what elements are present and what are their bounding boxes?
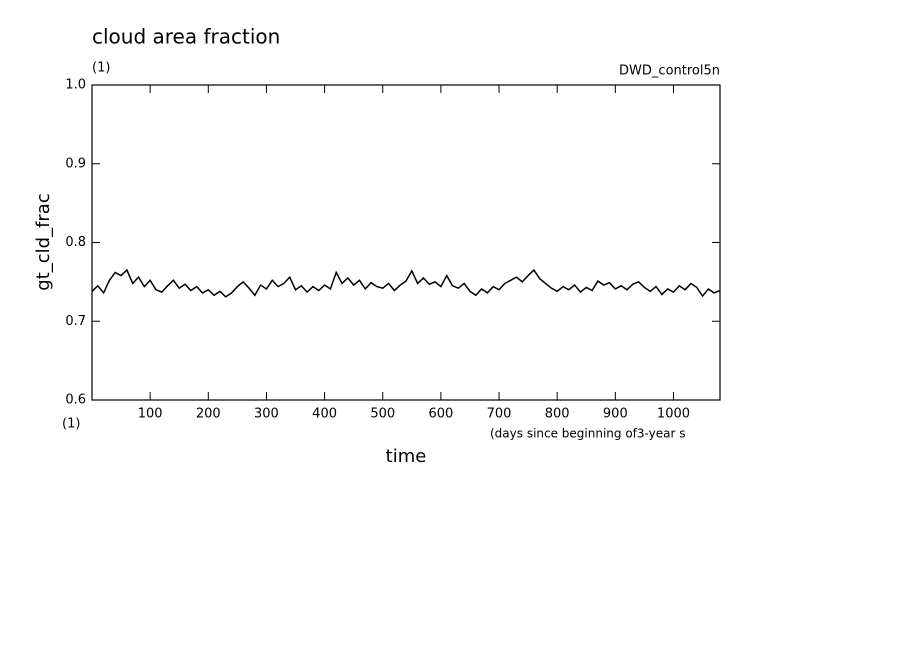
run-label: DWD_control5n <box>619 64 720 79</box>
x-tick-label: 100 <box>138 407 163 422</box>
x-sublabel: (days since beginning of3-year s <box>490 427 686 441</box>
y-tick-label: 0.7 <box>65 314 86 329</box>
y-tick-label: 0.9 <box>65 156 86 171</box>
y-axis-label: gt_cld_frac <box>33 193 54 290</box>
x-tick-label: 600 <box>428 407 453 422</box>
x-units: (1) <box>62 417 80 432</box>
data-line <box>91 268 721 298</box>
x-tick-label: 700 <box>487 407 512 422</box>
x-tick-label: 1000 <box>657 407 690 422</box>
x-axis-label: time <box>386 446 427 467</box>
x-tick-label: 400 <box>312 407 337 422</box>
y-tick-label: 0.6 <box>65 393 86 408</box>
y-tick-label: 0.8 <box>65 235 86 250</box>
x-tick-label: 300 <box>254 407 279 422</box>
y-tick-label: 1.0 <box>65 78 86 93</box>
units: (1) <box>92 61 110 76</box>
plot-frame <box>91 84 721 401</box>
x-tick-label: 200 <box>196 407 221 422</box>
x-tick-label: 900 <box>603 407 628 422</box>
chart-title: cloud area fraction <box>92 25 280 49</box>
x-tick-label: 500 <box>370 407 395 422</box>
x-tick-label: 800 <box>545 407 570 422</box>
